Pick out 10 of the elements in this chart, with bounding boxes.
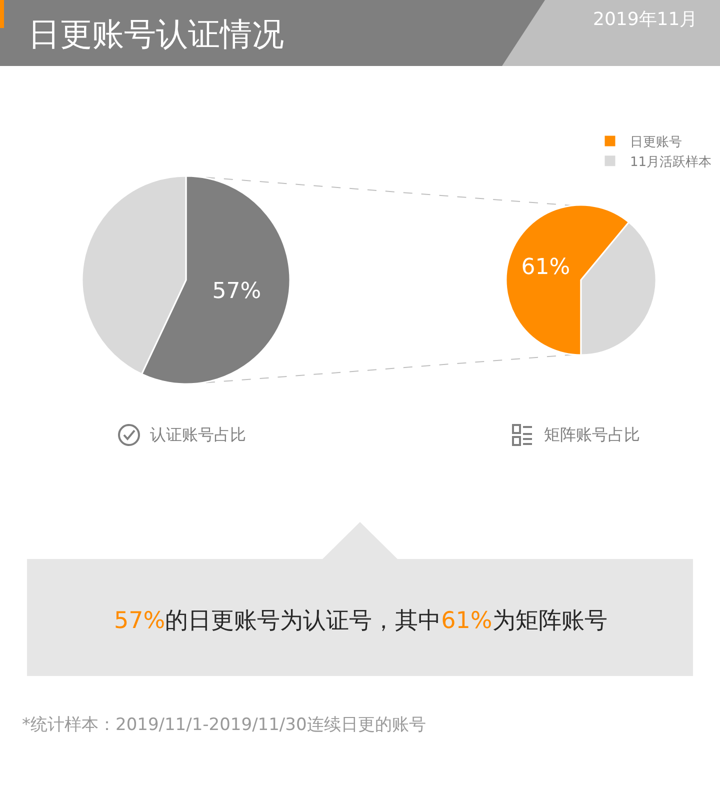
text: 2019年11月 <box>593 9 698 30</box>
text: 57%的日更账号为认证号，其中61%为矩阵账号 <box>114 608 608 634</box>
text: *统计样本：2019/11/1-2019/11/30连续日更的账号 <box>22 715 426 735</box>
text: 矩阵账号占比 <box>544 425 640 444</box>
text: 日更账号认证情况 <box>28 15 284 53</box>
text: 认证账号占比 <box>150 425 246 444</box>
data-label: 57% <box>212 278 262 304</box>
legend-label: 日更账号 <box>630 135 682 150</box>
legend-label: 11月活跃样本 <box>630 154 712 170</box>
data-label: 61% <box>521 254 570 280</box>
